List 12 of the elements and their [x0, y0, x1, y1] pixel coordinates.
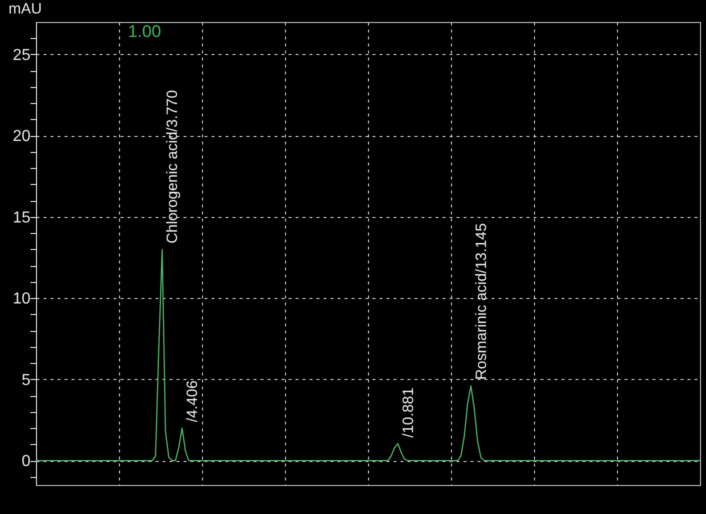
annotation: 1.00: [128, 22, 162, 41]
y-tick-label: 5: [22, 372, 31, 389]
y-tick-label: 15: [12, 209, 31, 226]
annotation: Rosmarinic acid/13.145: [472, 223, 490, 380]
y-tick-label: 10: [12, 290, 31, 308]
annotation: Chlorogenic acid/3.770: [164, 90, 182, 244]
y-tick-label: 0: [22, 453, 31, 470]
y-tick-label: 20: [12, 128, 31, 146]
annotation: /4.406: [184, 380, 202, 422]
y-tick-label: 25: [12, 46, 31, 64]
annotation: /10.881: [400, 388, 417, 438]
y-axis-title: mAU: [8, 0, 42, 18]
